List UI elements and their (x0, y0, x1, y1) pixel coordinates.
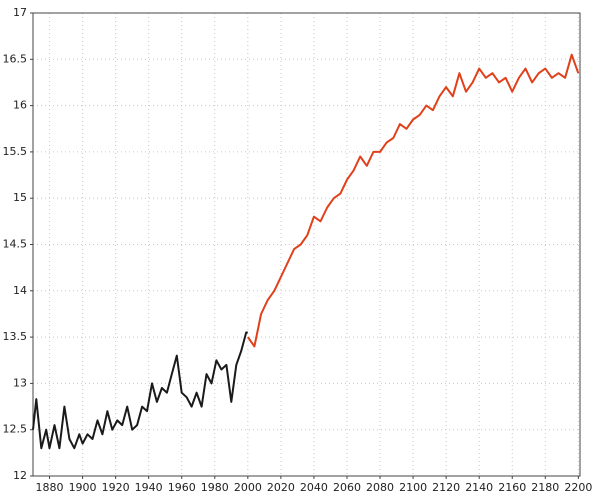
y-tick-label: 16.5 (3, 52, 28, 65)
y-tick-label: 14.5 (3, 238, 28, 251)
y-tick-label: 14 (13, 284, 27, 297)
plot-frame (32, 12, 581, 477)
y-tick-label: 13.5 (3, 330, 28, 343)
x-tick-label: 1900 (69, 481, 97, 494)
x-tick-label: 2180 (531, 481, 559, 494)
x-tick-label: 2140 (465, 481, 493, 494)
x-tick-label: 2120 (432, 481, 460, 494)
y-tick-label: 16 (13, 99, 27, 112)
y-tick-label: 17 (13, 6, 27, 19)
y-tick-label: 12.5 (3, 423, 28, 436)
x-tick-label: 1980 (201, 481, 229, 494)
x-tick-label: 1940 (135, 481, 163, 494)
line-series (246, 53, 580, 348)
x-tick-label: 2000 (234, 481, 262, 494)
x-tick-label: 2040 (300, 481, 328, 494)
x-tick-label: 1880 (36, 481, 64, 494)
x-tick-label: 2160 (498, 481, 526, 494)
x-tick-label: 2100 (399, 481, 427, 494)
y-tick-label: 15 (13, 191, 27, 204)
x-tick-label: 1920 (102, 481, 130, 494)
x-tick-label: 2080 (366, 481, 394, 494)
y-tick-label: 12 (13, 469, 27, 482)
x-tick-label: 1960 (168, 481, 196, 494)
line-series (32, 331, 248, 450)
x-tick-label: 2200 (564, 481, 592, 494)
x-tick-label: 2060 (333, 481, 361, 494)
x-tick-label: 2020 (267, 481, 295, 494)
y-tick-label: 13 (13, 376, 27, 389)
y-tick-label: 15.5 (3, 145, 28, 158)
